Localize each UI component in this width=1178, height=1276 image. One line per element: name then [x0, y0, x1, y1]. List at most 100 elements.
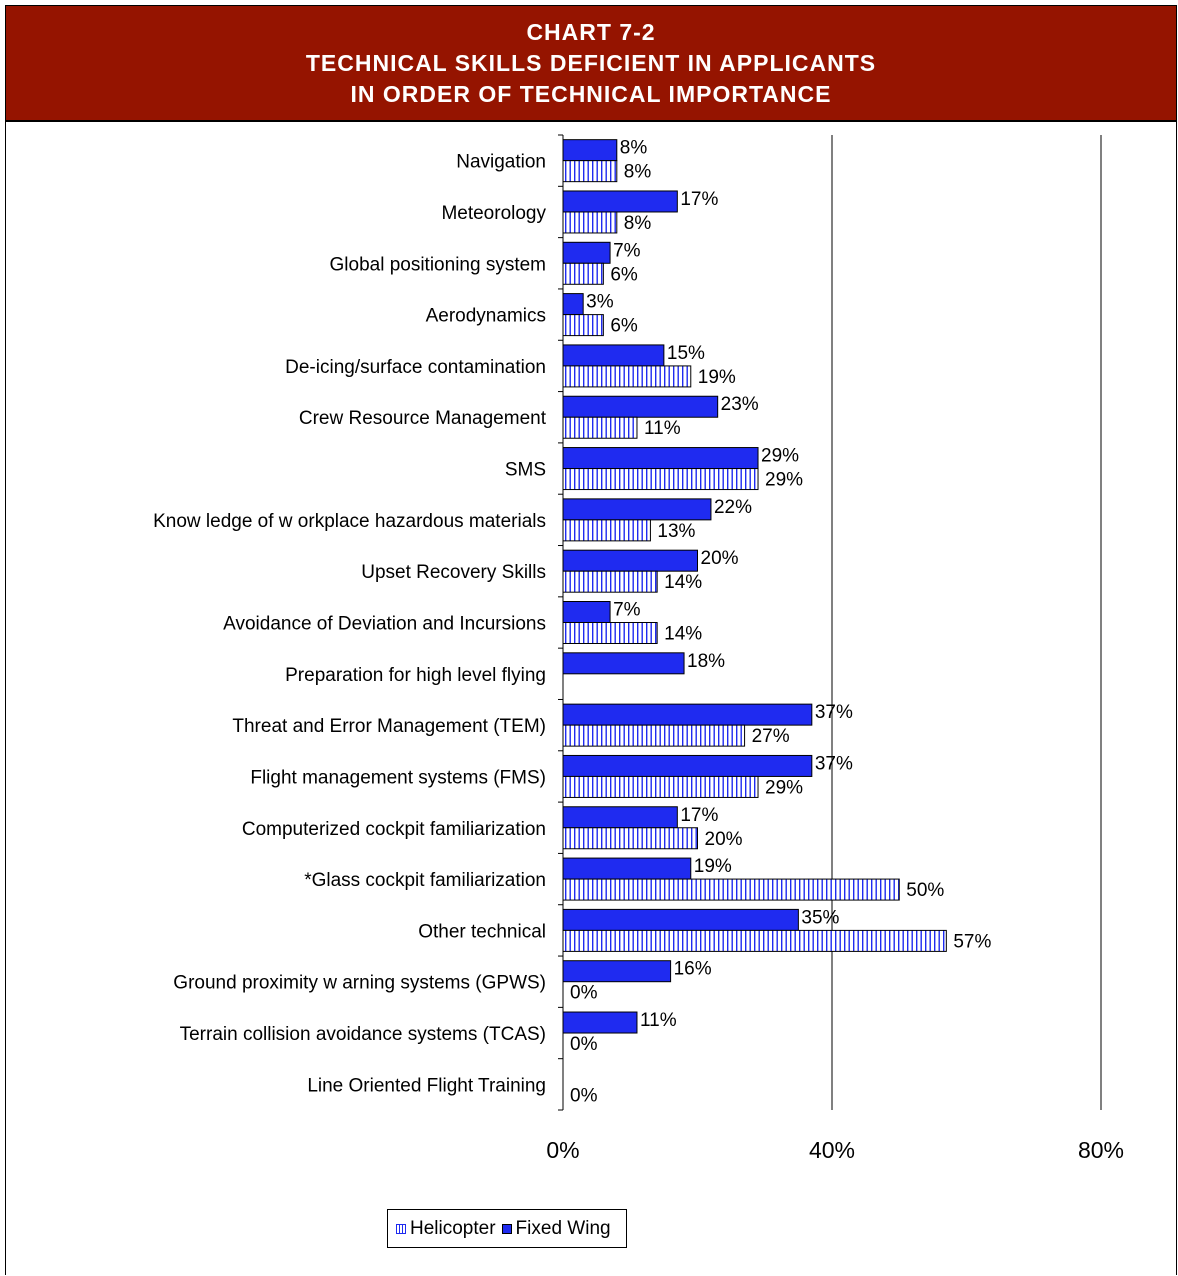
bar-fixed-wing — [562, 601, 611, 623]
bar-helicopter — [562, 929, 947, 952]
bar-fixed-wing — [562, 190, 678, 213]
bar-fixed-wing — [562, 1011, 638, 1034]
data-label-helicopter: 0% — [570, 1085, 598, 1106]
data-label-fixed-wing: 3% — [586, 292, 614, 313]
data-label-fixed-wing: 37% — [815, 702, 853, 723]
category-label: Ground proximity w arning systems (GPWS) — [173, 973, 546, 994]
data-label-fixed-wing: 11% — [640, 1010, 677, 1031]
bar-helicopter — [562, 724, 746, 747]
data-label-helicopter: 8% — [624, 213, 652, 234]
data-label-fixed-wing: 17% — [680, 805, 718, 826]
data-label-helicopter: 14% — [664, 624, 702, 645]
data-label-helicopter: 57% — [953, 931, 991, 952]
data-label-helicopter: 6% — [610, 316, 638, 337]
chart-title-line-2: IN ORDER OF TECHNICAL IMPORTANCE — [350, 80, 832, 107]
category-label: Avoidance of Deviation and Incursions — [223, 614, 546, 635]
data-label-helicopter: 29% — [765, 777, 803, 798]
data-label-helicopter: 20% — [705, 829, 743, 850]
bar-helicopter — [562, 775, 759, 798]
bar-fixed-wing — [562, 139, 618, 162]
category-label: Other technical — [418, 921, 546, 942]
category-label: De-icing/surface contamination — [285, 357, 546, 378]
data-label-helicopter: 8% — [624, 162, 652, 183]
x-tick-label: 80% — [1078, 1137, 1124, 1163]
category-label: Computerized cockpit familiarization — [242, 819, 546, 840]
bar-helicopter — [562, 314, 604, 337]
category-label: Line Oriented Flight Training — [307, 1075, 546, 1096]
data-label-helicopter: 0% — [570, 1034, 598, 1055]
data-label-helicopter: 29% — [765, 470, 803, 491]
bar-helicopter — [562, 878, 900, 901]
bar-fixed-wing — [562, 754, 813, 777]
data-label-fixed-wing: 37% — [815, 753, 853, 774]
category-label: Meteorology — [441, 203, 546, 224]
data-label-fixed-wing: 8% — [620, 138, 648, 159]
bar-fixed-wing — [562, 344, 665, 367]
bar-helicopter — [562, 211, 618, 234]
legend-entry-helicopter: Helicopter — [396, 1218, 496, 1240]
data-label-fixed-wing: 20% — [701, 548, 739, 569]
data-label-helicopter: 0% — [570, 983, 598, 1004]
bar-fixed-wing — [562, 857, 692, 880]
bar-helicopter — [562, 622, 658, 644]
category-label: Preparation for high level flying — [285, 665, 546, 686]
bar-helicopter — [562, 570, 658, 593]
chart-legend: Helicopter Fixed Wing — [387, 1209, 627, 1248]
x-tick-label: 0% — [546, 1137, 579, 1163]
chart-title-line-1: TECHNICAL SKILLS DEFICIENT IN APPLICANTS — [305, 49, 877, 76]
data-label-helicopter: 50% — [906, 880, 944, 901]
bar-fixed-wing — [562, 549, 698, 572]
category-label: Terrain collision avoidance systems (TCA… — [180, 1024, 546, 1045]
data-label-helicopter: 27% — [752, 726, 790, 747]
category-label: Navigation — [456, 152, 546, 173]
data-label-helicopter: 13% — [657, 521, 695, 542]
bar-helicopter — [562, 519, 651, 542]
data-label-fixed-wing: 29% — [761, 446, 799, 467]
data-label-fixed-wing: 23% — [721, 394, 759, 415]
data-label-fixed-wing: 19% — [694, 856, 732, 877]
category-label: Threat and Error Management (TEM) — [232, 716, 546, 737]
bar-fixed-wing — [562, 498, 712, 521]
data-label-helicopter: 11% — [644, 418, 681, 439]
x-tick-label: 40% — [809, 1137, 855, 1163]
bar-helicopter — [562, 365, 692, 388]
bar-fixed-wing — [562, 293, 584, 316]
chart-number: CHART 7-2 — [526, 18, 656, 45]
data-label-helicopter: 14% — [664, 572, 702, 593]
chart-header: CHART 7-2 TECHNICAL SKILLS DEFICIENT IN … — [6, 6, 1176, 122]
category-label: Flight management systems (FMS) — [250, 767, 546, 788]
bar-helicopter — [562, 827, 698, 850]
bar-fixed-wing — [562, 241, 611, 264]
bar-fixed-wing — [562, 447, 759, 470]
legend-label-helicopter: Helicopter — [410, 1217, 496, 1239]
bar-helicopter — [562, 262, 604, 285]
bar-fixed-wing — [562, 395, 719, 418]
data-label-fixed-wing: 17% — [680, 189, 718, 210]
data-label-fixed-wing: 15% — [667, 343, 705, 364]
data-label-fixed-wing: 16% — [674, 959, 712, 980]
data-label-fixed-wing: 22% — [714, 497, 752, 518]
data-label-fixed-wing: 7% — [613, 240, 641, 261]
category-label: SMS — [505, 460, 546, 481]
category-label: Global positioning system — [330, 254, 547, 275]
category-label: *Glass cockpit familiarization — [304, 870, 546, 891]
data-label-helicopter: 19% — [698, 367, 736, 388]
legend-entry-fixed-wing: Fixed Wing — [501, 1217, 611, 1240]
data-label-fixed-wing: 7% — [613, 600, 641, 621]
bar-fixed-wing — [562, 960, 672, 983]
category-label: Know ledge of w orkplace hazardous mater… — [153, 511, 546, 532]
bar-fixed-wing — [562, 908, 799, 931]
bar-helicopter — [562, 468, 759, 491]
legend-label-fixed-wing: Fixed Wing — [515, 1217, 611, 1239]
helicopter-swatch — [396, 1223, 406, 1234]
fixed-wing-swatch — [501, 1223, 512, 1234]
category-label: Aerodynamics — [426, 306, 546, 327]
bar-helicopter — [562, 416, 638, 439]
data-label-fixed-wing: 35% — [801, 907, 839, 928]
bar-fixed-wing — [562, 806, 678, 829]
data-label-fixed-wing: 18% — [687, 651, 725, 672]
bar-fixed-wing — [562, 652, 685, 675]
bar-fixed-wing — [562, 703, 813, 726]
category-label: Crew Resource Management — [299, 408, 547, 429]
